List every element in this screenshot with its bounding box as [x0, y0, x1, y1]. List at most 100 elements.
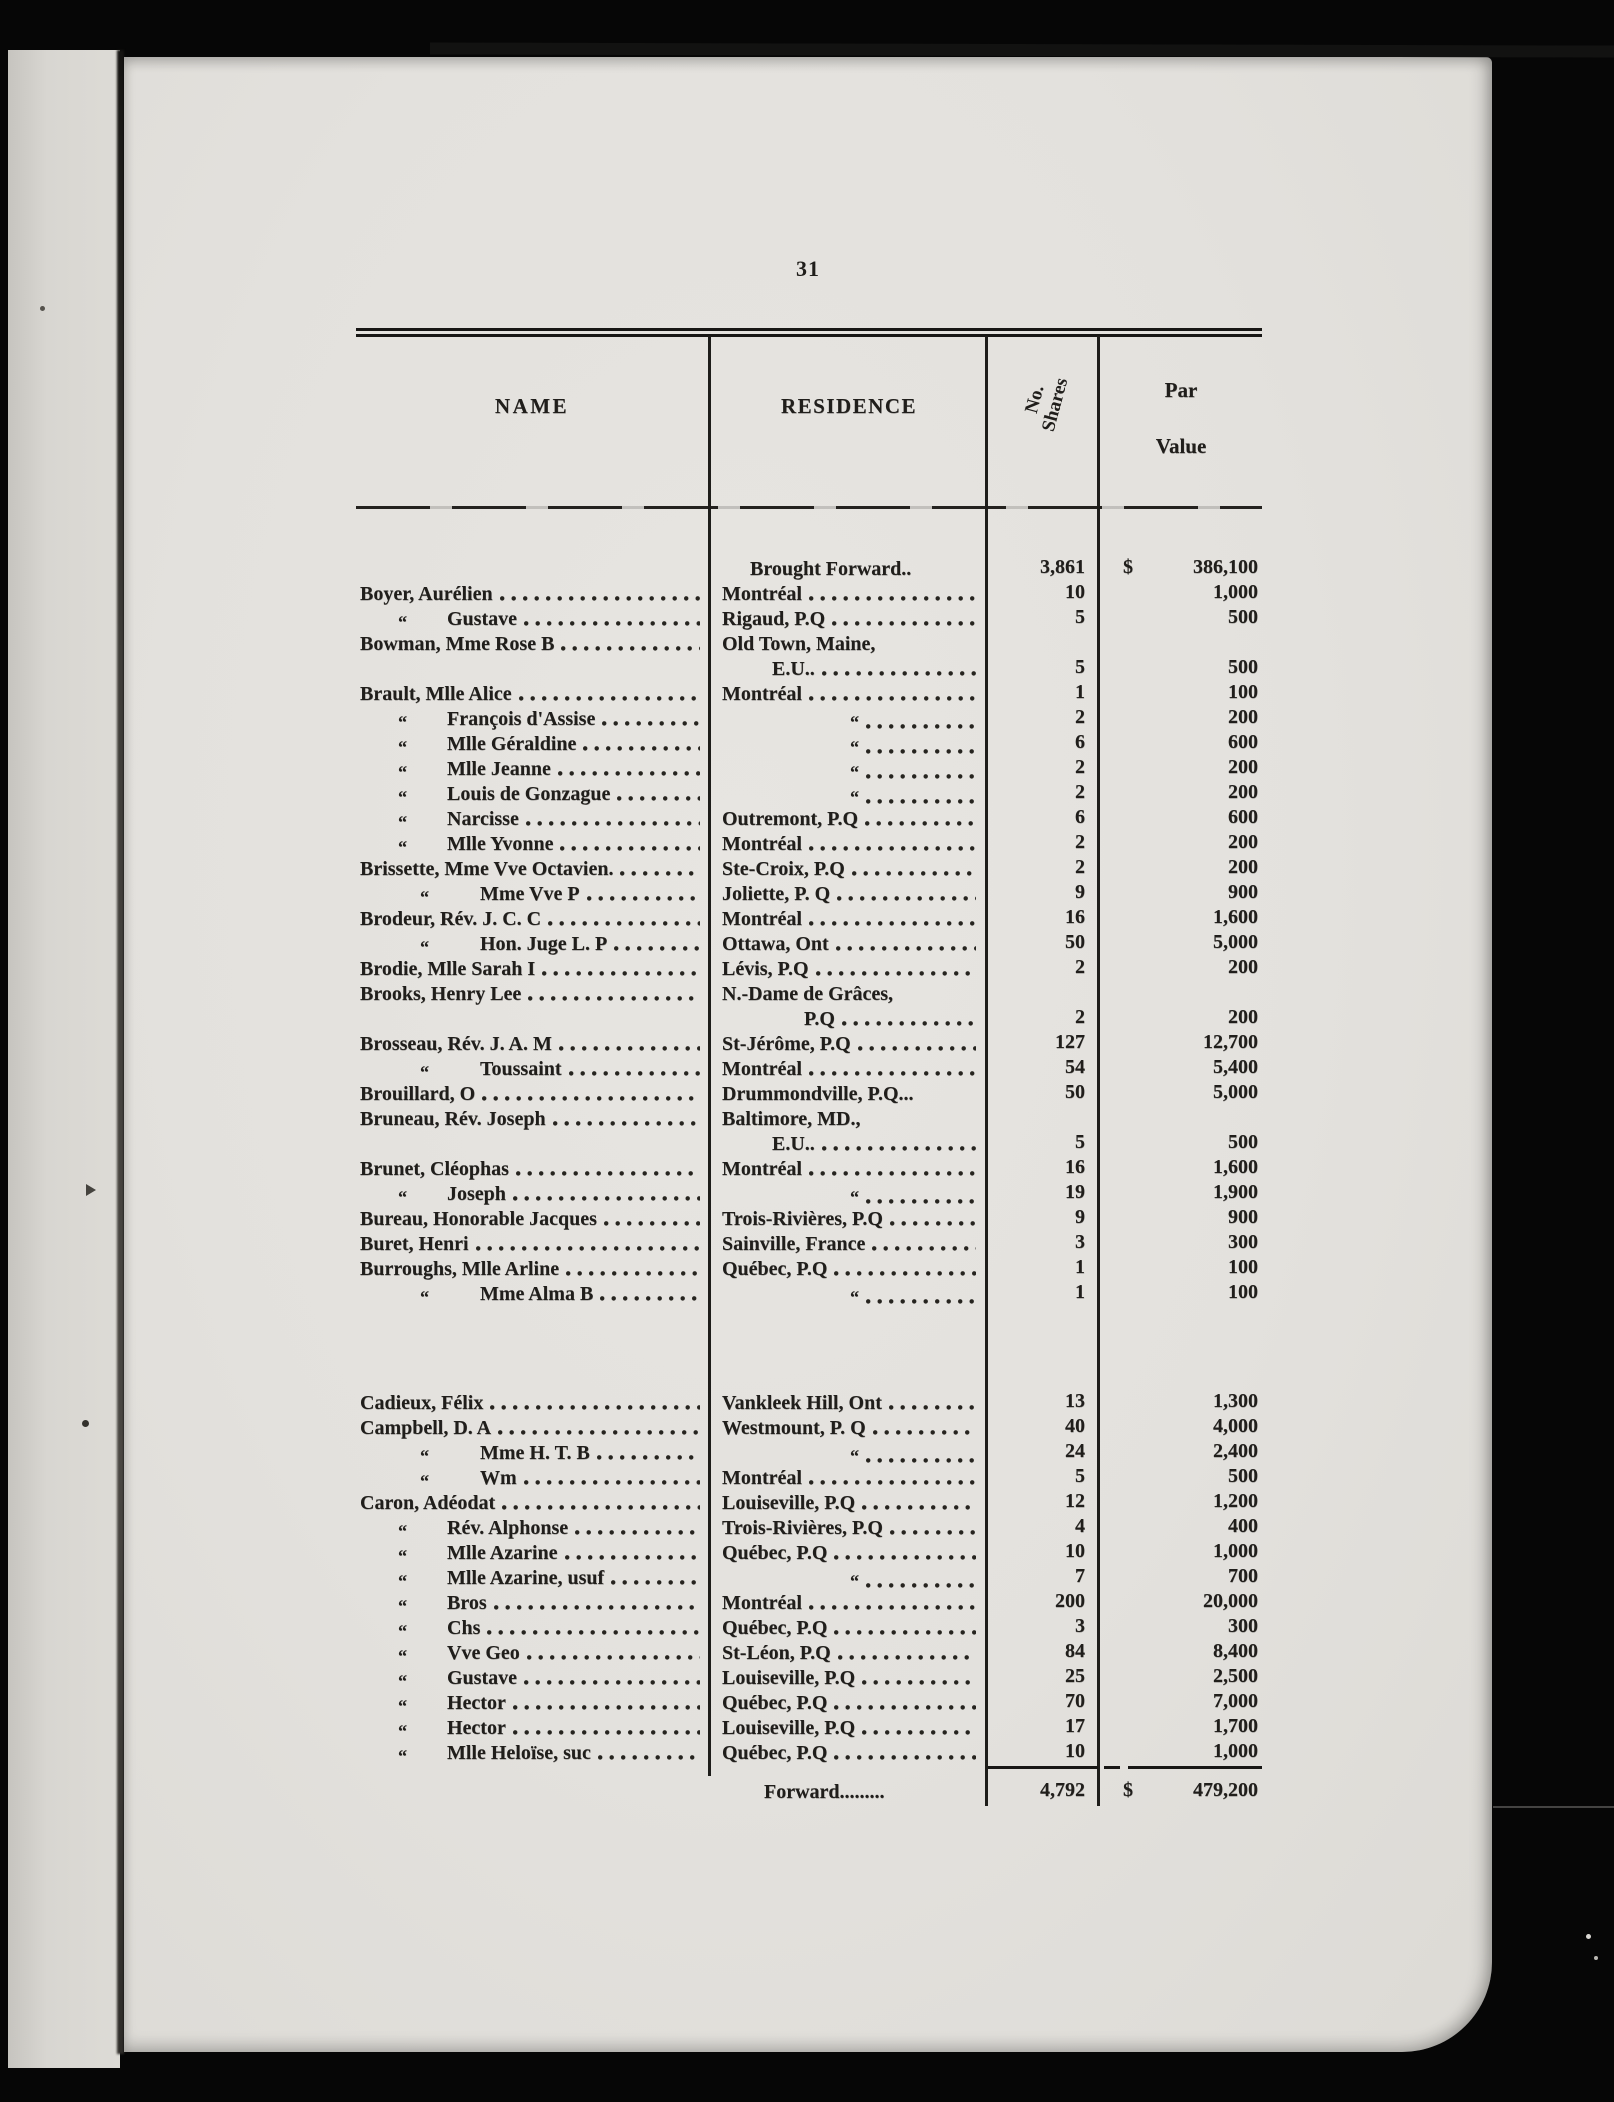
- residence-cell: P.Q: [713, 1006, 984, 1031]
- name-cell: “ Mlle Yvonne: [356, 831, 708, 856]
- name-text: Bowman, Mme Rose B: [360, 633, 555, 655]
- residence-text: Québec, P.Q: [722, 1617, 828, 1639]
- par-value-cell: 8,400: [1097, 1640, 1258, 1663]
- residence-cell: Brought Forward..: [713, 556, 984, 581]
- residence-cell: Québec, P.Q: [713, 1690, 984, 1715]
- residence-cell: Montréal: [713, 831, 984, 856]
- shares-cell: 1: [1075, 681, 1085, 703]
- dot-leader: [851, 871, 976, 876]
- par-value-text: 8,400: [1213, 1640, 1258, 1662]
- residence-cell: Joliette, P. Q: [713, 881, 984, 906]
- residence-cell: Old Town, Maine,: [713, 631, 984, 656]
- par-value-cell: 500: [1097, 606, 1258, 629]
- shares-cell: 4: [1075, 1515, 1085, 1537]
- residence-cell: E.U..: [713, 656, 984, 681]
- name-text: François d'Assise: [447, 708, 596, 730]
- name-cell: Brooks, Henry Lee: [356, 981, 708, 1006]
- ditto-mark: “: [398, 1521, 407, 1540]
- shares-cell: 84: [1065, 1640, 1085, 1662]
- dot-leader: [548, 921, 700, 926]
- par-value-text: 5,000: [1213, 1081, 1258, 1103]
- shares-cell: 25: [1065, 1665, 1085, 1687]
- name-cell: Brissette, Mme Vve Octavien.: [356, 856, 708, 881]
- residence-cell: Louiseville, P.Q: [713, 1490, 984, 1515]
- par-value-cell: 1,300: [1097, 1390, 1258, 1413]
- par-value-text: 500: [1228, 1465, 1258, 1487]
- residence-text: Louiseville, P.Q: [722, 1717, 856, 1739]
- name-text: Buret, Henri: [360, 1233, 469, 1255]
- residence-cell: Montréal: [713, 906, 984, 931]
- table-row: Brooks, Henry Lee N.-Dame de Grâces,: [356, 981, 1262, 1006]
- column-divider-shares-value: [1097, 336, 1100, 1806]
- name-cell: Brodeur, Rév. J. C. C: [356, 906, 708, 931]
- par-value-cell: 300: [1097, 1231, 1258, 1254]
- ditto-mark: “: [398, 1546, 407, 1565]
- name-text: Louis de Gonzague: [447, 783, 611, 805]
- dot-leader: [808, 1071, 976, 1076]
- shares-cell: 1: [1075, 1256, 1085, 1278]
- table-row: Bruneau, Rév. Joseph Baltimore, MD.,: [356, 1106, 1262, 1131]
- dot-leader: [586, 896, 700, 901]
- residence-text: Westmount, P. Q: [722, 1417, 866, 1439]
- dot-leader: [564, 1555, 700, 1560]
- ditto-mark: “: [850, 737, 859, 756]
- table-row: “ Gustave Louiseville, P.Q 25 2,500: [356, 1665, 1262, 1690]
- ditto-mark: “: [850, 712, 859, 731]
- dot-leader: [834, 1630, 976, 1635]
- par-value-cell: 100: [1097, 681, 1258, 704]
- table-row: “ Hector Louiseville, P.Q 17 1,700: [356, 1715, 1262, 1740]
- residence-cell: E.U..: [713, 1131, 984, 1156]
- name-cell: “ Louis de Gonzague: [356, 781, 708, 806]
- residence-cell: Québec, P.Q: [713, 1615, 984, 1640]
- name-text: Burroughs, Mlle Arline: [360, 1258, 560, 1280]
- shares-cell: 6: [1075, 731, 1085, 753]
- shares-cell: 127: [1055, 1031, 1085, 1053]
- shares-cell: 9: [1075, 1206, 1085, 1228]
- residence-cell: St-Léon, P.Q: [713, 1640, 984, 1665]
- table-row: P.Q 2 200: [356, 1006, 1262, 1031]
- residence-text: N.-Dame de Grâces,: [722, 983, 894, 1005]
- name-text: Wm: [480, 1467, 517, 1489]
- name-cell: [356, 556, 708, 581]
- name-text: Brouillard, O: [360, 1083, 476, 1105]
- table-row: “ Chs Québec, P.Q 3 300: [356, 1615, 1262, 1640]
- margin-speck: [40, 306, 45, 311]
- residence-cell: Trois-Rivières, P.Q: [713, 1206, 984, 1231]
- page-number: 31: [796, 256, 820, 281]
- par-value-cell: 300: [1097, 1615, 1258, 1638]
- name-cell: Caron, Adéodat: [356, 1490, 708, 1515]
- residence-text: Sainville, France: [722, 1233, 866, 1255]
- name-cell: “ Joseph: [356, 1181, 708, 1206]
- column-header-par: Par: [1164, 378, 1198, 402]
- residence-text: Trois-Rivières, P.Q: [722, 1208, 883, 1230]
- residence-text: Québec, P.Q: [722, 1542, 828, 1564]
- table-row: Brosseau, Rév. J. A. M St-Jérôme, P.Q 127 1…: [356, 1031, 1262, 1056]
- table-row: “ Mlle Heloïse, suc Québec, P.Q 10 1,000: [356, 1740, 1262, 1765]
- dot-leader: [523, 1480, 700, 1485]
- ditto-mark: “: [420, 887, 429, 906]
- residence-cell: St-Jérôme, P.Q: [713, 1031, 984, 1056]
- name-cell: “ Mlle Heloïse, suc: [356, 1740, 708, 1765]
- scan-scratch: [1493, 1806, 1614, 1808]
- dot-leader: [889, 1530, 976, 1535]
- name-text: Brosseau, Rév. J. A. M: [360, 1033, 552, 1055]
- ditto-mark: “: [850, 1571, 859, 1590]
- par-value-text: 12,700: [1203, 1031, 1258, 1053]
- residence-cell: “: [713, 781, 984, 806]
- residence-cell: Trois-Rivières, P.Q: [713, 1515, 984, 1540]
- table-row: “ Mme Vve P Joliette, P. Q 9 900: [356, 881, 1262, 906]
- name-cell: “ Wm: [356, 1465, 708, 1490]
- dot-leader: [552, 1121, 700, 1126]
- shares-cell: 9: [1075, 881, 1085, 903]
- name-cell: “ Mlle Géraldine: [356, 731, 708, 756]
- par-value-text: 479,200: [1193, 1779, 1258, 1801]
- dot-leader: [475, 1246, 700, 1251]
- dot-leader: [866, 1199, 976, 1204]
- shares-cell: 4,792: [1040, 1779, 1085, 1801]
- table-row: Brunet, Cléophas Montréal 16 1,600: [356, 1156, 1262, 1181]
- shares-cell: 19: [1065, 1181, 1085, 1203]
- par-value-text: 900: [1228, 1206, 1258, 1228]
- name-cell: “ Chs: [356, 1615, 708, 1640]
- residence-text: Montréal: [722, 1467, 802, 1489]
- table-row: E.U.. 5 500: [356, 1131, 1262, 1156]
